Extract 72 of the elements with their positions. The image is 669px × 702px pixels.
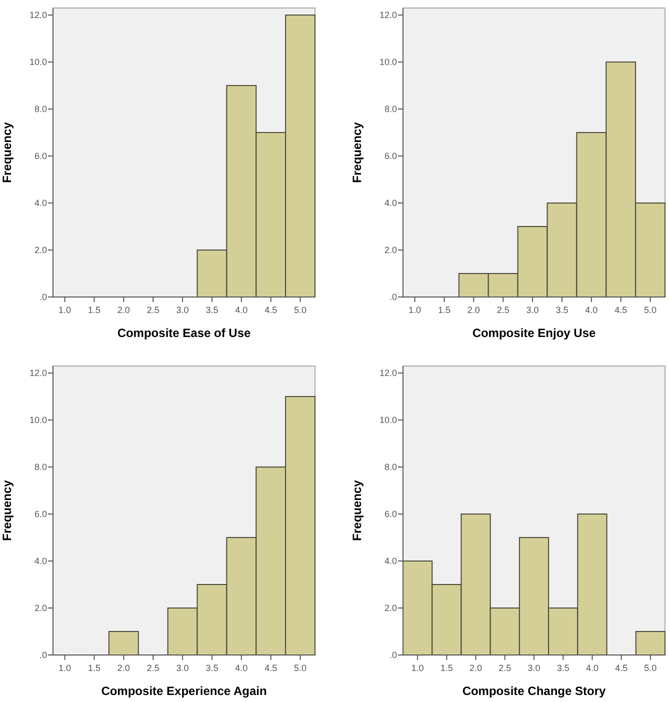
x-tick-label: 2.0 [117,305,130,315]
x-tick-label: 4.0 [586,663,598,673]
y-tick-label: 2.0 [384,603,397,614]
y-tick-label: 4.0 [34,556,47,566]
x-tick-label: 1.5 [440,663,453,673]
x-tick-label: 1.0 [58,305,72,315]
x-tick-label: 5.0 [644,305,657,315]
x-tick-label: 2.0 [470,663,482,673]
x-tick-label: 4.0 [235,305,248,315]
y-tick-label: 6.0 [34,509,47,520]
y-axis-title: Frequency [350,480,364,541]
x-tick-label: 4.5 [615,663,628,673]
x-tick-label: 1.0 [408,305,422,315]
y-tick-label: 2.0 [34,245,47,256]
y-tick-label: 12.0 [29,368,47,378]
y-tick-label: 4.0 [384,198,397,208]
x-tick-label: 3.5 [206,305,218,315]
y-tick-label: 12.0 [29,10,47,20]
x-tick-label: 4.0 [235,663,248,673]
y-axis-title: Frequency [0,480,14,541]
y-tick-label: 8.0 [384,462,397,472]
x-tick-label: 1.5 [88,663,100,673]
y-tick-label: 10.0 [379,415,397,426]
x-axis-title: Composite Change Story [462,684,606,698]
x-tick-label: 3.5 [556,663,570,673]
x-tick-label: 4.5 [614,305,628,315]
y-tick-label: 6.0 [384,151,397,162]
y-tick-label: 8.0 [384,104,397,114]
y-tick-label: 2.0 [34,603,47,614]
x-tick-label: 5.0 [644,663,657,673]
x-axis-title: Composite Experience Again [101,684,267,698]
x-tick-label: 1.5 [438,305,450,315]
y-tick-label: .0 [389,650,397,660]
y-tick-label: 4.0 [384,556,397,566]
y-tick-label: .0 [389,292,397,302]
x-tick-label: 1.0 [58,663,72,673]
x-tick-label: 2.0 [117,663,130,673]
y-tick-label: 10.0 [29,57,47,68]
y-tick-label: 10.0 [379,57,397,68]
y-tick-label: 6.0 [384,509,397,520]
x-tick-label: 2.5 [146,305,160,315]
y-tick-label: .0 [39,650,47,660]
x-tick-label: 1.0 [411,663,424,673]
x-tick-label: 4.5 [264,663,278,673]
x-tick-label: 2.5 [496,305,510,315]
x-tick-label: 2.5 [498,663,512,673]
y-axis-title: Frequency [0,122,14,183]
x-tick-label: 3.0 [176,663,189,673]
y-tick-label: 12.0 [379,10,397,20]
x-tick-label: 2.0 [467,305,480,315]
x-tick-label: 3.0 [528,663,540,673]
x-tick-label: 3.5 [556,305,568,315]
y-axis-title: Frequency [350,122,364,183]
y-tick-label: 10.0 [29,415,47,426]
x-tick-label: 3.0 [176,305,189,315]
y-tick-label: 8.0 [34,104,47,114]
y-tick-label: 6.0 [34,151,47,162]
y-tick-label: 12.0 [379,368,397,378]
y-tick-label: 4.0 [34,198,47,208]
x-axis-title: Composite Enjoy Use [472,326,596,340]
x-tick-label: 4.0 [585,305,598,315]
y-tick-label: .0 [39,292,47,302]
x-tick-label: 5.0 [294,305,307,315]
x-tick-label: 2.5 [146,663,160,673]
x-tick-label: 4.5 [264,305,278,315]
y-tick-label: 2.0 [384,245,397,256]
x-tick-label: 3.5 [206,663,218,673]
x-axis-title: Composite Ease of Use [117,326,252,340]
x-tick-label: 5.0 [294,663,307,673]
y-tick-label: 8.0 [34,462,47,472]
x-tick-label: 1.5 [88,305,100,315]
x-tick-label: 3.0 [526,305,539,315]
